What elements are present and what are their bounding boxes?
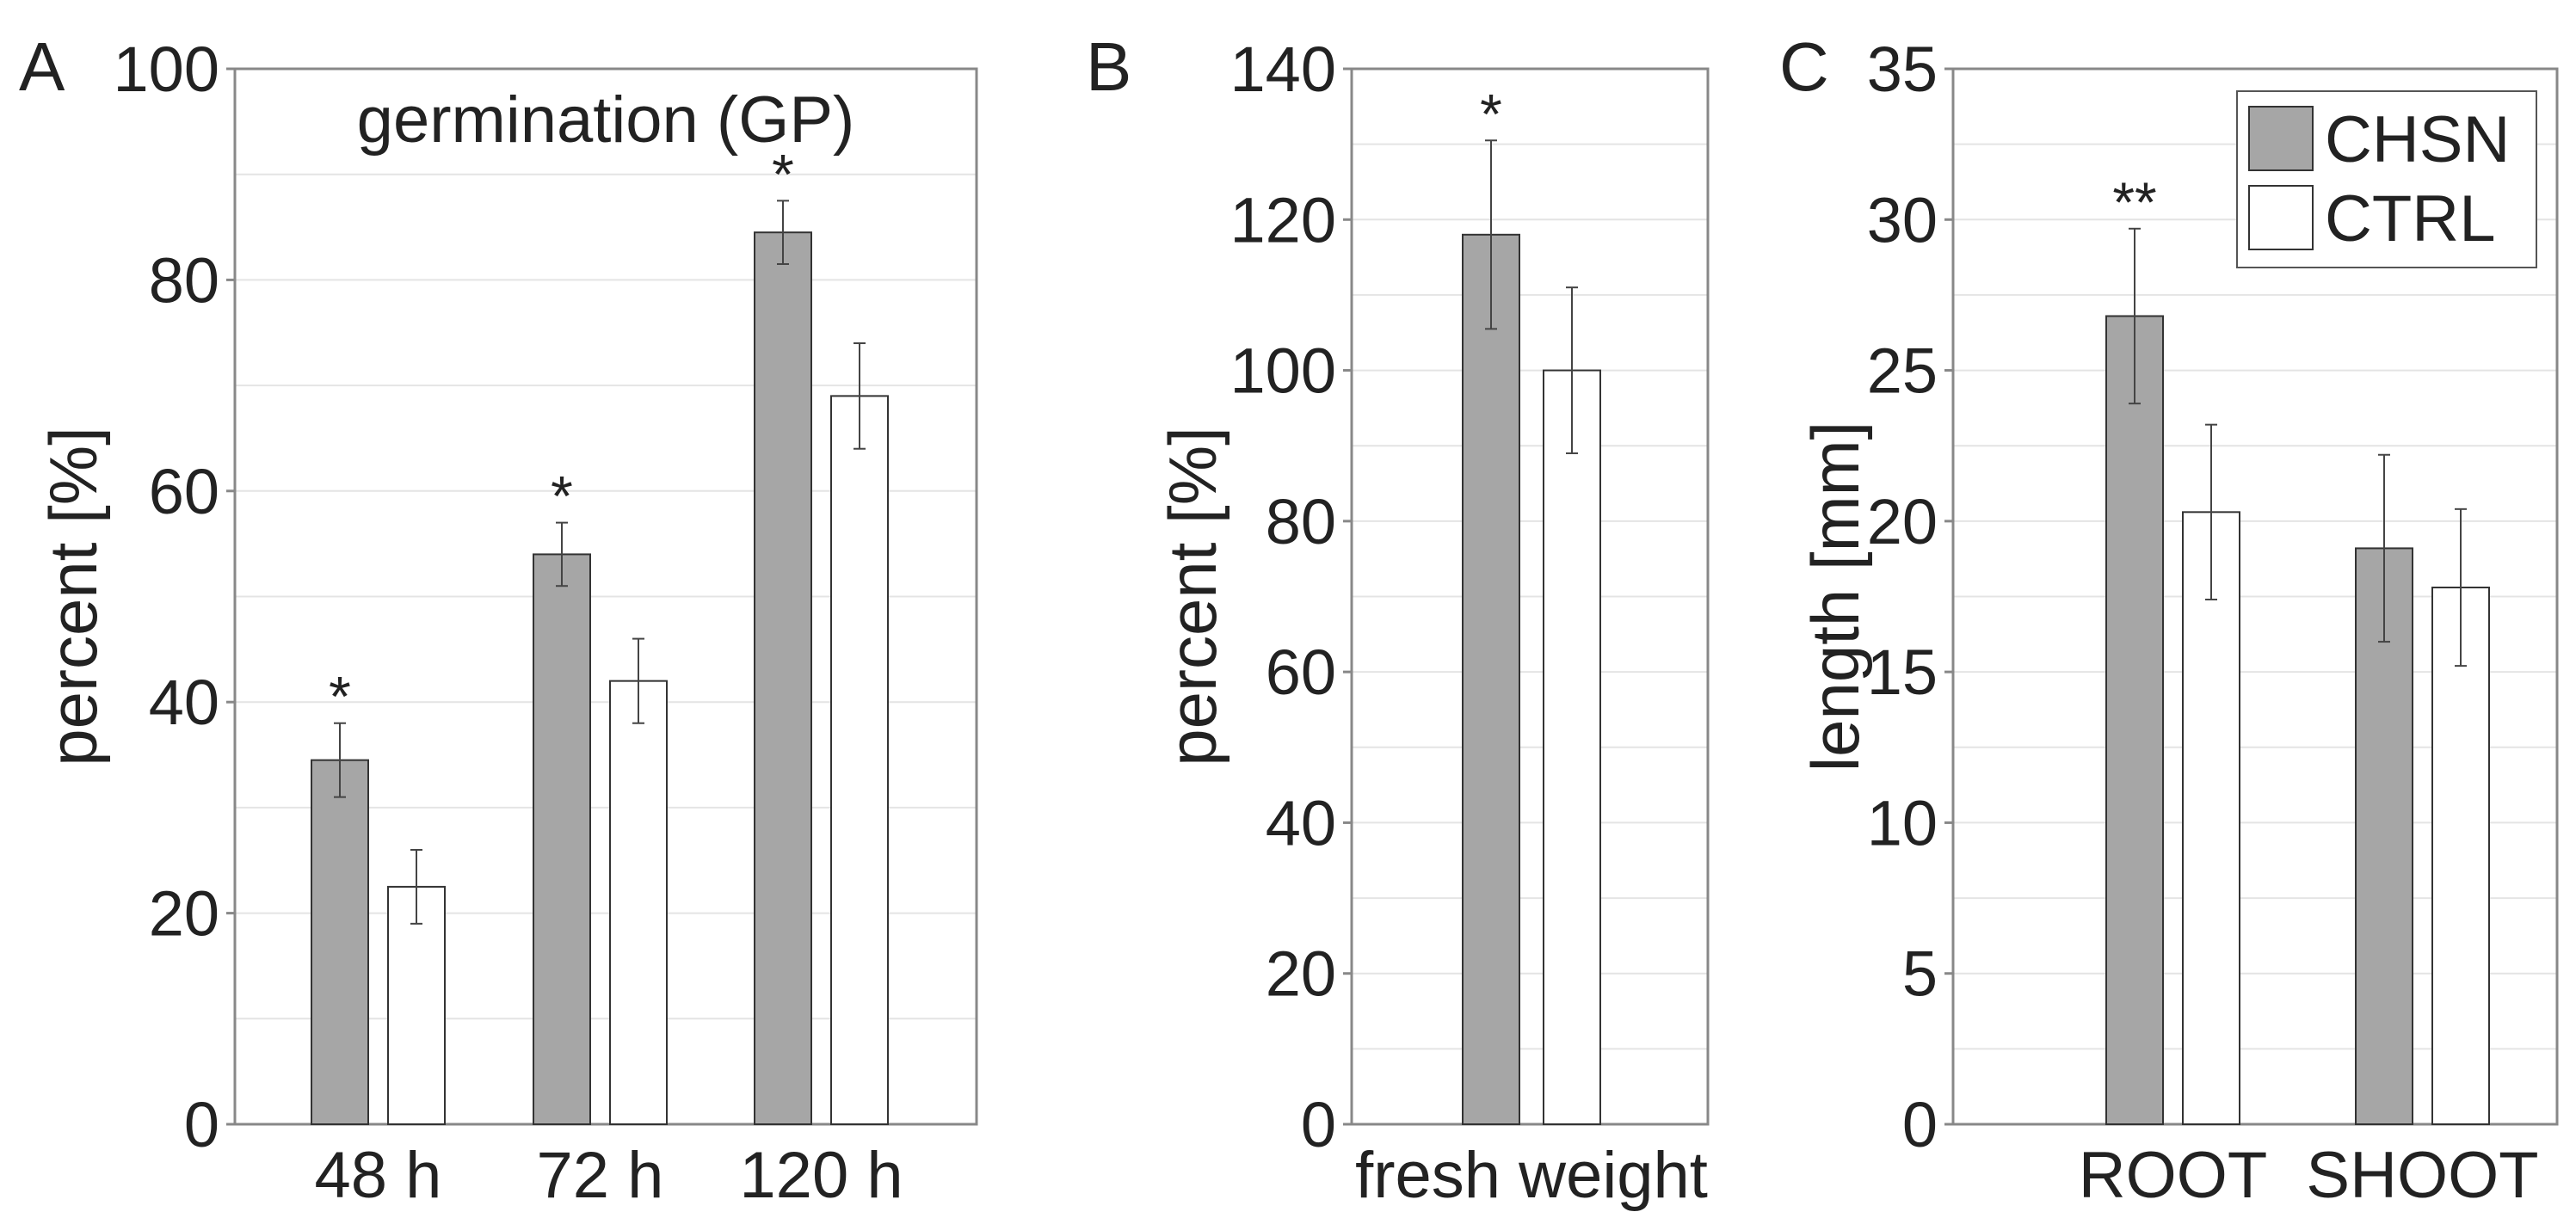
y-tick-label: 20 (149, 878, 219, 950)
error-bar (1485, 139, 1497, 330)
y-tick-label: 15 (1867, 637, 1938, 708)
y-tick-label: 60 (149, 456, 219, 527)
significance-marker: * (329, 665, 351, 729)
y-tick-label: 120 (1230, 184, 1336, 255)
bar-ctrl (609, 680, 668, 1125)
y-tick-label: 0 (1902, 1089, 1938, 1160)
legend-swatch-chsn (2248, 106, 2314, 171)
y-tick-label: 100 (1230, 335, 1336, 407)
error-bar (777, 200, 789, 265)
error-bar (854, 342, 866, 450)
y-tick-label: 0 (184, 1089, 219, 1160)
bar-chsn (311, 759, 369, 1125)
y-tick-label: 40 (149, 667, 219, 738)
significance-marker: * (551, 464, 573, 528)
y-tick-label: 30 (1867, 184, 1938, 255)
panel-label: B (1086, 28, 1131, 105)
y-axis-label: percent [%] (35, 427, 111, 766)
plot-frame (1951, 67, 2559, 1126)
plot-frame (1350, 67, 1710, 1126)
significance-marker: * (772, 142, 794, 206)
legend-swatch-ctrl (2248, 185, 2314, 250)
panel-c: 0 5 10 15 20 25 30 35 length [mm] C ** ROOT SHOOT (1779, 28, 2559, 1212)
bar-chsn (2355, 547, 2413, 1125)
error-bar (2455, 508, 2467, 667)
error-bar (334, 722, 346, 798)
bar-chsn (533, 553, 591, 1125)
legend-label: CTRL (2325, 182, 2495, 255)
y-tick-label: 10 (1867, 787, 1938, 858)
y-tick-label: 80 (1266, 486, 1336, 557)
error-bar (410, 848, 422, 925)
chart-title: germination (GP) (357, 83, 855, 157)
y-tick-label: 20 (1867, 486, 1938, 557)
plot-frame (233, 67, 978, 1126)
bar-chsn (754, 231, 812, 1125)
panel-b: 0 20 40 60 80 100 120 140 percent [%] B * fresh wei… (1086, 28, 1710, 1212)
y-axis-label: percent [%] (1155, 427, 1230, 766)
error-bar (1566, 286, 1578, 454)
x-tick-label: ROOT (2079, 1139, 2268, 1212)
bar-ctrl (2182, 511, 2240, 1125)
bar-chsn (1462, 233, 1520, 1125)
panel-label: C (1779, 28, 1829, 105)
x-tick-label: 48 h (315, 1139, 442, 1212)
significance-marker: * (1480, 82, 1502, 145)
error-bar (2378, 453, 2390, 643)
bar-ctrl (387, 885, 446, 1126)
y-tick-label: 80 (149, 244, 219, 316)
x-tick-label: 72 h (537, 1139, 664, 1212)
y-tick-label: 60 (1266, 637, 1336, 708)
x-tick-label: SHOOT (2306, 1139, 2538, 1212)
significance-marker: ** (2112, 170, 2156, 234)
y-tick-label: 0 (1301, 1089, 1336, 1160)
y-axis-label: length [mm] (1797, 421, 1873, 772)
y-tick-label: 20 (1266, 938, 1336, 1010)
error-bar (2129, 227, 2141, 405)
bar-ctrl (1543, 369, 1601, 1126)
x-tick-label: fresh weight (1355, 1139, 1708, 1212)
y-tick-label: 100 (114, 34, 219, 105)
y-tick-label: 40 (1266, 787, 1336, 858)
panel-label: A (19, 28, 65, 105)
x-tick-label: 120 h (739, 1139, 903, 1212)
y-tick-label: 35 (1867, 34, 1938, 105)
y-tick-label: 140 (1230, 34, 1336, 105)
error-bar (632, 637, 644, 724)
y-tick-label: 25 (1867, 335, 1938, 407)
bar-chsn (2105, 315, 2164, 1125)
y-tick-label: 5 (1902, 938, 1938, 1010)
error-bar (556, 521, 568, 587)
bar-ctrl (830, 395, 889, 1125)
error-bar (2205, 423, 2217, 601)
bar-ctrl (2431, 586, 2490, 1125)
legend-label: CHSN (2325, 103, 2510, 176)
